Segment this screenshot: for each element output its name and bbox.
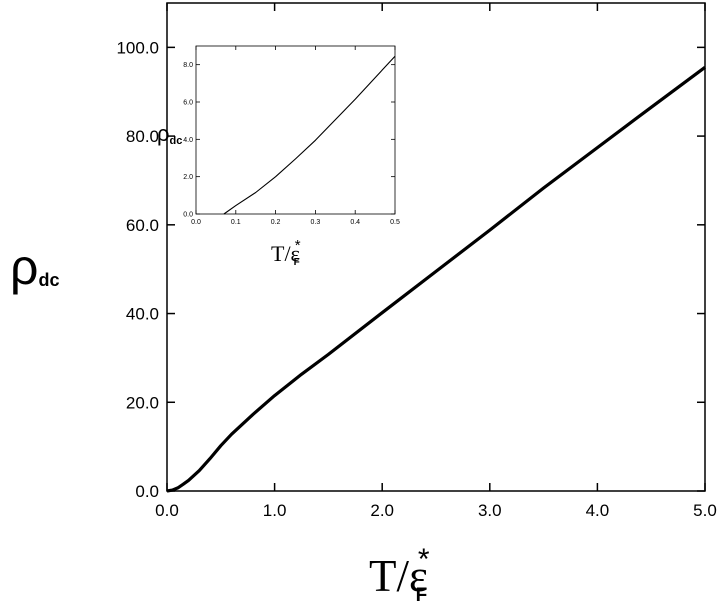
inset-x-tick-label: 0.1 — [231, 219, 241, 226]
inset-y-label-sub: dc — [170, 135, 183, 147]
inset-x-label-sub: F — [294, 257, 300, 268]
inset-y-tick-label: 2.0 — [183, 174, 193, 181]
main-y-label-sub: dc — [38, 270, 59, 290]
main-y-tick-label: 20.0 — [126, 393, 159, 412]
main-x-label-sub: F — [416, 585, 428, 606]
inset-x-tick-label: 0.2 — [271, 219, 281, 226]
inset-plot: 0.0 0.1 0.2 0.3 0.4 0.5 0.0 2.0 4.0 6.0 8.0 — [183, 45, 400, 226]
main-plot-frame — [166, 2, 706, 492]
inset-x-tick-label: 0.5 — [390, 219, 400, 226]
inset-series-line — [223, 55, 396, 215]
inset-y-tick-label: 4.0 — [183, 137, 193, 144]
inset-x-label-main: T/ε — [271, 241, 300, 266]
main-x-tick-label: 2.0 — [370, 501, 394, 520]
main-y-tick-label: 80.0 — [126, 127, 159, 146]
main-y-tick-label: 60.0 — [126, 216, 159, 235]
main-y-axis-label: ρdc — [10, 239, 59, 295]
inset-y-tick-label: 0.0 — [183, 212, 193, 219]
main-x-tick-label: 0.0 — [155, 501, 179, 520]
inset-x-axis-label: T/ε* F — [271, 237, 301, 268]
main-series-line — [166, 66, 706, 493]
main-y-tick-label: 40.0 — [126, 305, 159, 324]
inset-x-tick-label: 0.4 — [350, 219, 360, 226]
main-y-label-main: ρ — [10, 239, 38, 295]
inset-plot-frame — [195, 45, 396, 215]
inset-y-label-main: ρ — [157, 121, 170, 146]
main-y-tick-label: 100.0 — [116, 38, 159, 57]
inset-x-label-sup: * — [295, 237, 301, 254]
main-plot: 0.0 1.0 2.0 3.0 4.0 5.0 0.0 20.0 40.0 60.0 80.0 100… — [116, 2, 717, 520]
inset-y-axis-label: ρdc — [157, 121, 182, 147]
inset-y-tick-label: 8.0 — [183, 62, 193, 69]
main-x-tick-label: 3.0 — [478, 501, 502, 520]
main-x-axis-label: T/ε* F — [369, 543, 430, 606]
main-y-tick-label: 0.0 — [135, 482, 159, 501]
inset-x-tick-label: 0.3 — [311, 219, 321, 226]
main-x-tick-label: 4.0 — [586, 501, 610, 520]
inset-x-tick-label: 0.0 — [191, 219, 201, 226]
main-x-label-sup: * — [418, 543, 430, 576]
inset-y-tick-label: 6.0 — [183, 100, 193, 107]
main-x-tick-label: 5.0 — [693, 501, 717, 520]
main-x-tick-label: 1.0 — [263, 501, 287, 520]
main-x-label-main: T/ε — [369, 551, 428, 601]
